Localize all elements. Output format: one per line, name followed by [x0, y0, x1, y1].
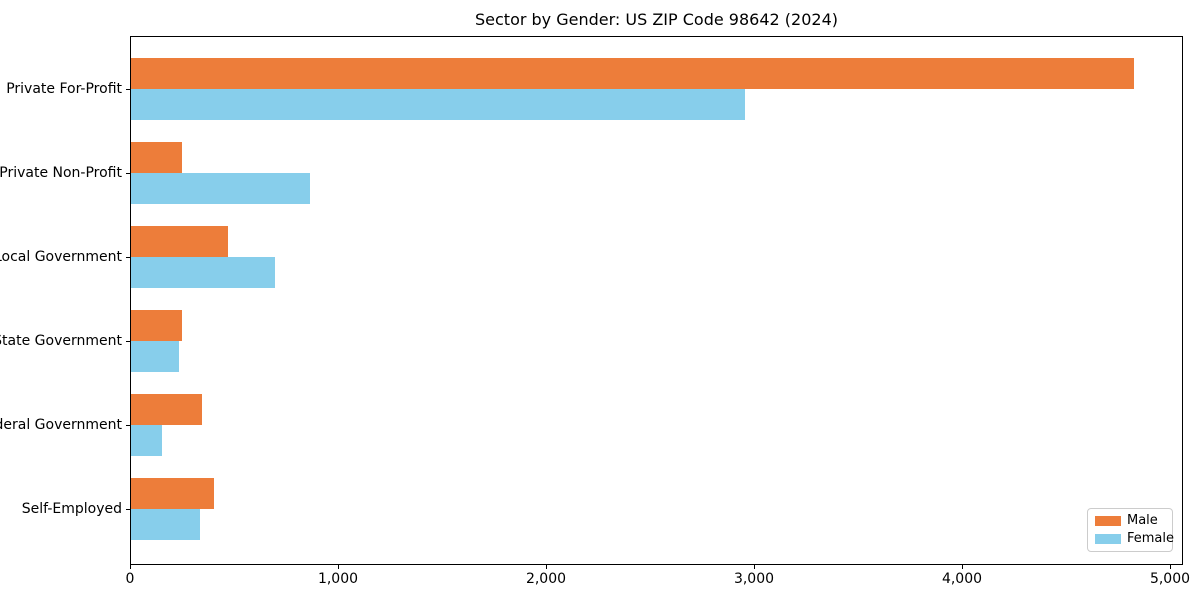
bar-female-local-government: [131, 257, 275, 288]
legend-item-male: Male: [1095, 514, 1165, 528]
bar-male-federal-government: [131, 394, 202, 425]
bar-male-private-for-profit: [131, 58, 1134, 89]
legend-label-female: Female: [1127, 531, 1175, 546]
y-tick-label-state-government: State Government: [0, 333, 122, 349]
x-tick-mark-1,000: [338, 565, 339, 569]
y-tick-label-federal-government: Federal Government: [0, 417, 122, 433]
bar-female-private-for-profit: [131, 89, 745, 120]
legend: Male Female: [1087, 508, 1174, 552]
chart-title: Sector by Gender: US ZIP Code 98642 (202…: [475, 10, 838, 29]
bar-female-self-employed: [131, 509, 200, 540]
x-tick-label-2,000: 2,000: [525, 571, 567, 587]
y-tick-mark-state-government: [126, 341, 130, 342]
legend-swatch-female: [1095, 534, 1121, 544]
y-tick-label-self-employed: Self-Employed: [21, 501, 122, 517]
x-tick-mark-0: [130, 565, 131, 569]
legend-item-female: Female: [1095, 532, 1174, 546]
x-tick-label-0: 0: [125, 571, 135, 587]
y-tick-mark-federal-government: [126, 425, 130, 426]
bar-male-private-non-profit: [131, 142, 182, 173]
bar-male-self-employed: [131, 478, 214, 509]
x-tick-mark-5,000: [1170, 565, 1171, 569]
x-tick-label-1,000: 1,000: [317, 571, 359, 587]
bar-female-private-non-profit: [131, 173, 310, 204]
legend-swatch-male: [1095, 516, 1121, 526]
plot-area: [130, 36, 1183, 565]
bar-female-federal-government: [131, 425, 162, 456]
y-tick-mark-local-government: [126, 257, 130, 258]
x-tick-label-4,000: 4,000: [941, 571, 983, 587]
y-tick-mark-private-for-profit: [126, 89, 130, 90]
y-tick-label-local-government: Local Government: [0, 249, 122, 265]
x-tick-mark-3,000: [754, 565, 755, 569]
y-tick-mark-private-non-profit: [126, 173, 130, 174]
x-tick-mark-2,000: [546, 565, 547, 569]
x-tick-label-3,000: 3,000: [733, 571, 775, 587]
y-tick-label-private-non-profit: Private Non-Profit: [0, 165, 122, 181]
y-tick-label-private-for-profit: Private For-Profit: [6, 81, 122, 97]
y-tick-mark-self-employed: [126, 509, 130, 510]
legend-label-male: Male: [1127, 513, 1158, 528]
bar-female-state-government: [131, 341, 179, 372]
x-tick-mark-4,000: [962, 565, 963, 569]
bar-male-state-government: [131, 310, 182, 341]
x-tick-label-5,000: 5,000: [1149, 571, 1191, 587]
bar-male-local-government: [131, 226, 228, 257]
